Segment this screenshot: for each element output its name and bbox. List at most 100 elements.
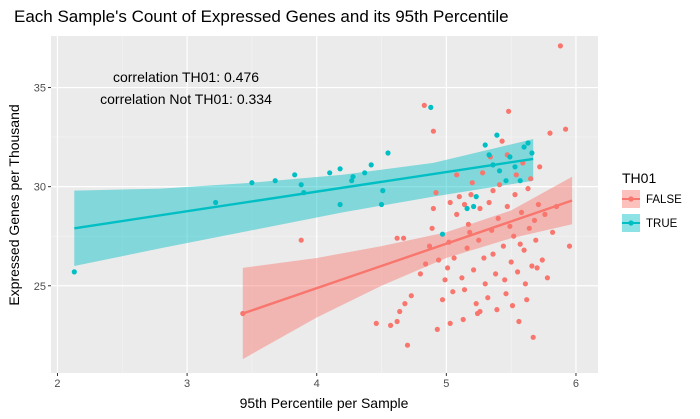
- data-point-true: [249, 180, 255, 186]
- data-point-false: [447, 320, 453, 326]
- data-point-false: [482, 281, 488, 287]
- data-point-false: [480, 170, 486, 176]
- data-point-false: [518, 209, 525, 215]
- data-point-false: [451, 255, 457, 261]
- data-point-false: [502, 277, 508, 283]
- data-point-false: [426, 243, 433, 249]
- data-point-true: [517, 178, 523, 184]
- data-point-false: [534, 265, 540, 271]
- data-point-false: [465, 221, 471, 227]
- data-point-false: [436, 257, 442, 263]
- data-point-true: [494, 132, 500, 138]
- x-axis-title: 95th Percentile per Sample: [240, 395, 409, 411]
- data-point-false: [533, 237, 539, 243]
- data-point-false: [394, 235, 400, 241]
- data-point-true: [337, 201, 343, 208]
- fit-line-false: [242, 199, 573, 315]
- data-point-true: [368, 162, 374, 168]
- data-point-false: [557, 43, 564, 49]
- data-point-false: [417, 271, 423, 277]
- data-point-false: [388, 322, 394, 328]
- data-point-false: [476, 237, 482, 243]
- fit-line-true: [74, 157, 534, 230]
- data-point-true: [525, 140, 531, 146]
- data-point-false: [508, 259, 514, 265]
- y-axis-ticks: 25 30 35: [34, 83, 51, 293]
- data-point-true: [349, 178, 355, 184]
- data-point-false: [394, 318, 400, 325]
- data-point-false: [542, 211, 548, 217]
- data-point-false: [504, 203, 510, 210]
- data-point-false: [494, 307, 500, 313]
- data-point-false: [522, 281, 529, 287]
- data-point-false: [486, 199, 492, 206]
- data-point-false: [401, 235, 407, 241]
- data-point-true: [272, 178, 278, 184]
- data-point-false: [530, 334, 536, 340]
- data-point-true: [512, 164, 518, 170]
- data-point-false: [512, 192, 518, 198]
- data-point-false: [423, 261, 429, 267]
- x-tick-label: 2: [54, 378, 60, 390]
- data-point-false: [450, 289, 456, 295]
- data-point-true: [327, 170, 333, 176]
- data-point-false: [526, 225, 532, 231]
- data-point-false: [404, 342, 411, 348]
- x-tick-label: 3: [184, 378, 190, 390]
- x-axis-ticks: 2 3 4 5 6: [54, 373, 579, 390]
- confidence-band-false: [242, 176, 573, 360]
- data-point-false: [496, 182, 503, 188]
- y-axis-title: Expressed Genes per Thousand: [6, 104, 22, 305]
- data-point-false: [513, 172, 519, 178]
- x-tick-label: 4: [314, 378, 320, 390]
- data-points: [71, 43, 573, 348]
- data-point-false: [469, 180, 475, 186]
- data-point-false: [477, 308, 483, 315]
- data-point-false: [373, 320, 379, 326]
- data-point-false: [547, 130, 553, 136]
- data-point-false: [535, 201, 542, 208]
- data-point-false: [566, 243, 573, 249]
- data-point-false: [507, 223, 513, 229]
- data-point-true: [496, 168, 503, 174]
- data-point-false: [490, 251, 496, 257]
- data-point-true: [428, 104, 434, 110]
- data-point-false: [544, 275, 551, 281]
- legend-label-false: FALSE: [646, 194, 682, 206]
- data-point-false: [473, 301, 479, 307]
- data-point-false: [447, 199, 453, 206]
- data-point-false: [445, 265, 451, 271]
- y-tick-label: 35: [34, 83, 46, 95]
- data-point-false: [550, 229, 556, 235]
- data-point-false: [402, 301, 408, 307]
- data-point-true: [71, 269, 77, 275]
- confidence-band-true: [74, 139, 534, 266]
- grid-lines: [51, 36, 598, 373]
- data-point-false: [516, 318, 522, 325]
- data-point-true: [213, 199, 219, 206]
- data-point-false: [454, 211, 460, 217]
- data-point-false: [525, 186, 531, 192]
- data-point-false: [524, 297, 530, 303]
- data-point-true: [362, 170, 368, 176]
- data-point-false: [459, 275, 465, 281]
- legend-key-point-true: [628, 220, 634, 226]
- data-point-true: [385, 150, 391, 156]
- x-tick-label: 6: [573, 378, 579, 390]
- data-point-true: [473, 194, 479, 200]
- data-point-true: [482, 142, 488, 148]
- data-point-false: [528, 176, 534, 182]
- data-point-false: [430, 205, 436, 212]
- data-point-false: [485, 295, 491, 301]
- data-point-true: [464, 205, 470, 212]
- x-tick-label: 5: [443, 378, 449, 390]
- annotation-correlation-th01: correlation TH01: 0.476: [113, 69, 259, 85]
- y-tick-label: 30: [34, 182, 46, 194]
- data-point-false: [298, 237, 304, 243]
- data-point-false: [506, 108, 512, 114]
- data-point-false: [433, 190, 439, 196]
- data-point-false: [421, 102, 427, 108]
- data-point-false: [539, 257, 545, 263]
- data-point-false: [468, 192, 474, 198]
- data-point-false: [495, 215, 501, 221]
